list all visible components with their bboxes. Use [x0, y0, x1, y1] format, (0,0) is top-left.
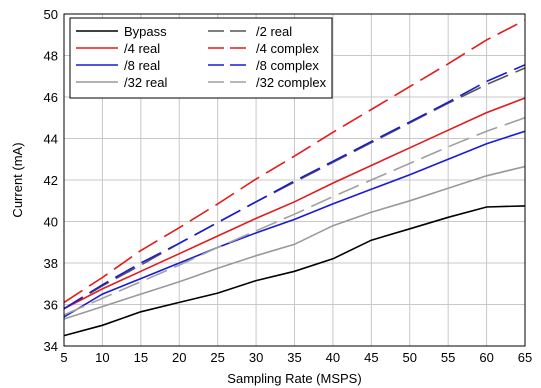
legend-label: /32 real: [124, 75, 167, 90]
y-tick-label: 48: [44, 49, 58, 64]
legend-label: /2 real: [256, 24, 292, 39]
y-tick-label: 42: [44, 173, 58, 188]
series-line: [63, 97, 526, 310]
x-tick-label: 15: [134, 350, 148, 365]
y-tick-label: 46: [44, 90, 58, 105]
legend-label: /8 real: [124, 58, 160, 73]
legend-label: Bypass: [124, 24, 167, 39]
series-line: [63, 205, 526, 337]
series-line: [63, 117, 526, 316]
x-tick-label: 25: [210, 350, 224, 365]
x-axis-label: Sampling Rate (MSPS): [227, 371, 361, 386]
x-tick-label: 50: [403, 350, 417, 365]
legend-label: /4 real: [124, 41, 160, 56]
x-tick-label: 30: [249, 350, 263, 365]
x-tick-label: 65: [518, 350, 532, 365]
series-line: [63, 19, 526, 304]
x-tick-label: 20: [172, 350, 186, 365]
series-line: [63, 64, 526, 310]
x-tick-label: 5: [60, 350, 67, 365]
x-tick-label: 45: [364, 350, 378, 365]
series-line: [63, 130, 526, 318]
series-lines: [63, 19, 526, 337]
series-line: [63, 165, 526, 320]
legend-label: /4 complex: [256, 41, 319, 56]
y-tick-label: 44: [44, 132, 58, 147]
y-tick-label: 40: [44, 215, 58, 230]
legend-label: /32 complex: [256, 75, 327, 90]
plot-frame: [63, 13, 526, 347]
y-tick-labels: 34 36 38 40 42 44 46 48 50: [44, 7, 58, 354]
y-tick-label: 50: [44, 7, 58, 22]
x-tick-label: 55: [441, 350, 455, 365]
legend: Bypass/2 real/4 real/4 complex/8 real/8 …: [69, 17, 333, 99]
x-tick-label: 60: [479, 350, 493, 365]
x-tick-label: 10: [95, 350, 109, 365]
series-line: [63, 67, 526, 310]
legend-label: /8 complex: [256, 58, 319, 73]
x-tick-labels: 5 10 15 20 25 30 35 40 45 50 55 60 65: [60, 350, 532, 365]
y-tick-label: 38: [44, 256, 58, 271]
x-tick-label: 35: [287, 350, 301, 365]
x-tick-label: 40: [326, 350, 340, 365]
y-tick-label: 34: [44, 339, 58, 354]
y-axis-label: Current (mA): [10, 142, 25, 217]
y-tick-label: 36: [44, 298, 58, 313]
